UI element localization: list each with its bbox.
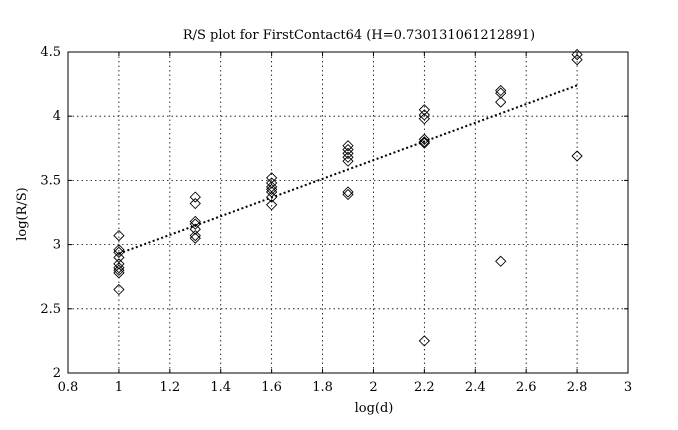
- y-tick-label: 3: [53, 238, 61, 253]
- data-point-diamond: [265, 172, 278, 184]
- data-point-diamond: [342, 188, 354, 201]
- data-point-diamond: [342, 143, 354, 156]
- data-point-diamond: [418, 137, 431, 149]
- x-tick-label: 1.2: [159, 380, 180, 395]
- plot-frame: [67, 51, 629, 374]
- x-tick-label: 2: [369, 380, 377, 395]
- data-point-diamond: [189, 197, 201, 210]
- y-axis-label: log(R/S): [15, 187, 30, 241]
- data-point-diamond: [418, 109, 431, 121]
- data-point-diamond: [113, 229, 125, 242]
- data-point-diamond: [342, 151, 354, 163]
- data-point-diamond: [495, 96, 507, 108]
- x-tick-label: 2.4: [465, 380, 486, 395]
- data-point-diamond: [265, 183, 278, 196]
- data-point-diamond: [571, 54, 583, 66]
- data-point-diamond: [113, 283, 125, 296]
- data-point-diamond: [495, 255, 507, 267]
- data-point-diamond: [342, 186, 354, 198]
- y-tick-label: 2.5: [40, 302, 61, 317]
- data-point-diamond: [571, 48, 583, 61]
- data-point-diamond: [342, 155, 354, 167]
- x-axis-label: log(d): [355, 401, 394, 416]
- data-point-diamond: [342, 147, 354, 160]
- x-tick-label: 1: [115, 380, 123, 395]
- data-point-diamond: [495, 87, 507, 99]
- data-point-diamond: [113, 267, 125, 279]
- data-point-diamond: [113, 258, 125, 270]
- y-tick-label: 2: [53, 366, 61, 381]
- data-point-diamond: [189, 191, 201, 203]
- y-tick-label: 4: [53, 109, 61, 124]
- x-tick-label: 1.4: [210, 380, 231, 395]
- data-point-diamond: [342, 140, 354, 152]
- data-point-diamond: [418, 335, 431, 347]
- fit-line: [118, 84, 578, 255]
- y-tick-label: 3.5: [40, 173, 61, 188]
- x-tick-label: 1.8: [312, 380, 333, 395]
- data-point-diamond: [418, 133, 431, 145]
- data-point-diamond: [265, 199, 278, 211]
- data-point-diamond: [113, 246, 125, 258]
- data-point-diamond: [418, 113, 431, 125]
- x-tick-label: 2.2: [414, 380, 435, 395]
- chart-title: R/S plot for FirstContact64 (H=0.7301310…: [183, 28, 535, 43]
- data-point-diamond: [571, 150, 583, 162]
- data-point-diamond: [113, 264, 125, 276]
- x-tick-label: 0.8: [58, 380, 79, 395]
- data-point-diamond: [189, 229, 201, 242]
- x-tick-label: 2.6: [516, 380, 537, 395]
- data-point-diamond: [495, 84, 507, 97]
- x-tick-label: 3: [624, 380, 632, 395]
- y-tick-label: 4.5: [40, 45, 61, 60]
- data-point-diamond: [265, 177, 278, 189]
- tick-labels: 0.8 1 1.2 1.4 1.6 1.8 2 2.2 2.4 2.6 2.8 3 2 2.5 3 3.5 4 4…: [40, 45, 632, 395]
- data-point-diamond: [418, 104, 431, 116]
- x-tick-label: 1.6: [261, 380, 282, 395]
- data-point-diamond: [113, 262, 125, 274]
- data-point-diamond: [189, 232, 201, 244]
- x-tick-label: 2.8: [567, 380, 588, 395]
- data-point-diamond: [189, 218, 201, 230]
- data-point-diamond: [113, 244, 125, 256]
